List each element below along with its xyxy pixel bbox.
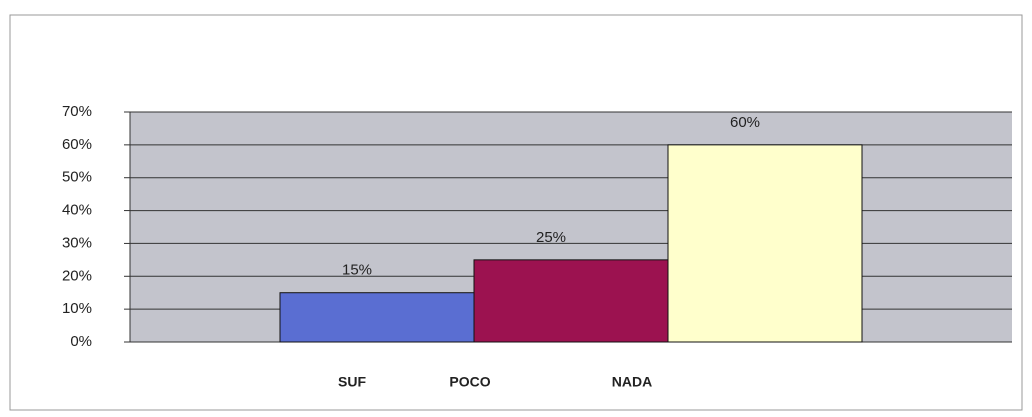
value-label: 60% xyxy=(730,114,760,131)
bar xyxy=(667,144,863,343)
value-label: 25% xyxy=(536,229,566,246)
y-tick-label: 50% xyxy=(62,169,92,186)
x-tick-label: NADA xyxy=(612,374,652,390)
bar xyxy=(279,292,475,343)
value-label: 15% xyxy=(342,262,372,279)
bar xyxy=(473,259,669,343)
x-tick-label: POCO xyxy=(449,374,490,390)
y-tick-label: 20% xyxy=(62,267,92,284)
y-tick-label: 30% xyxy=(62,234,92,251)
x-tick-label: SUF xyxy=(338,374,366,390)
y-tick-label: 70% xyxy=(62,103,92,120)
y-tick-label: 40% xyxy=(62,202,92,219)
y-tick-label: 60% xyxy=(62,136,92,153)
y-tick-label: 0% xyxy=(70,333,92,350)
y-tick-label: 10% xyxy=(62,300,92,317)
